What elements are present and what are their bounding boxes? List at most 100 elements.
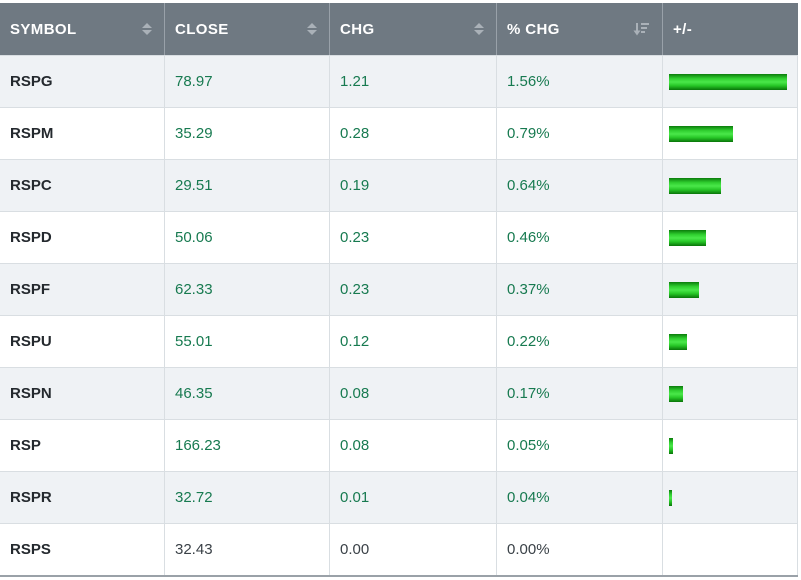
bar-cell: [663, 524, 798, 575]
chg-cell-value: 0.19: [340, 177, 370, 194]
close-cell: 46.35: [165, 368, 330, 419]
chg-cell: 0.28: [330, 108, 497, 159]
pct-chg-cell: 0.05%: [497, 420, 663, 471]
column-header-pct-chg[interactable]: % CHG: [497, 3, 663, 55]
table-row: RSPS 32.43 0.00 0.00%: [0, 523, 798, 575]
chg-cell: 0.08: [330, 420, 497, 471]
chg-cell-value: 0.28: [340, 125, 370, 142]
close-cell-value: 32.43: [175, 541, 213, 558]
change-bar: [669, 281, 699, 298]
table-body: RSPG 78.97 1.21 1.56% RSPM 35.29 0.28 0.79% RSPC…: [0, 55, 798, 575]
table-row: RSPG 78.97 1.21 1.56%: [0, 55, 798, 107]
bar-cell: [663, 56, 798, 107]
bar-cell: [663, 264, 798, 315]
table-row: RSPM 35.29 0.28 0.79%: [0, 107, 798, 159]
chg-cell-value: 0.23: [340, 281, 370, 298]
pct-chg-cell-value: 0.17%: [507, 385, 550, 402]
table-row: RSPU 55.01 0.12 0.22%: [0, 315, 798, 367]
chg-cell: 1.21: [330, 56, 497, 107]
bar-cell: [663, 160, 798, 211]
column-header-label: +/-: [673, 20, 693, 38]
symbol-cell-value: RSP: [10, 437, 41, 454]
column-header-label: CHG: [340, 20, 375, 38]
chg-cell: 0.23: [330, 212, 497, 263]
bar-cell: [663, 420, 798, 471]
close-cell: 62.33: [165, 264, 330, 315]
close-cell: 29.51: [165, 160, 330, 211]
close-cell-value: 29.51: [175, 177, 213, 194]
change-bar: [669, 437, 673, 454]
symbol-cell: RSPF: [0, 264, 165, 315]
table-header-row: SYMBOL CLOSE CHG % CHG +/-: [0, 3, 798, 55]
symbol-cell-value: RSPD: [10, 229, 52, 246]
table-row: RSPF 62.33 0.23 0.37%: [0, 263, 798, 315]
symbol-cell-value: RSPF: [10, 281, 51, 298]
bar-cell: [663, 108, 798, 159]
symbol-cell: RSPS: [0, 524, 165, 575]
symbol-cell-value: RSPM: [10, 125, 54, 142]
column-header-chg[interactable]: CHG: [330, 3, 497, 55]
pct-chg-cell: 0.00%: [497, 524, 663, 575]
close-cell: 78.97: [165, 56, 330, 107]
chg-cell-value: 1.21: [340, 73, 370, 90]
change-bar: [669, 333, 687, 350]
close-cell-value: 35.29: [175, 125, 213, 142]
symbol-cell: RSPD: [0, 212, 165, 263]
symbol-cell-value: RSPG: [10, 73, 53, 90]
change-bar: [669, 125, 733, 142]
close-cell: 50.06: [165, 212, 330, 263]
bar-cell: [663, 368, 798, 419]
pct-chg-cell: 1.56%: [497, 56, 663, 107]
pct-chg-cell-value: 0.05%: [507, 437, 550, 454]
close-cell-value: 46.35: [175, 385, 213, 402]
table-row: RSPR 32.72 0.01 0.04%: [0, 471, 798, 523]
symbol-cell: RSPU: [0, 316, 165, 367]
change-bar: [669, 229, 706, 246]
close-cell-value: 50.06: [175, 229, 213, 246]
pct-chg-cell-value: 0.37%: [507, 281, 550, 298]
quotes-table: SYMBOL CLOSE CHG % CHG +/- RSPG 78.97 1.21 1.56…: [0, 3, 798, 577]
close-cell-value: 55.01: [175, 333, 213, 350]
table-row: RSPN 46.35 0.08 0.17%: [0, 367, 798, 419]
close-cell: 55.01: [165, 316, 330, 367]
chg-cell: 0.00: [330, 524, 497, 575]
pct-chg-cell-value: 0.04%: [507, 489, 550, 506]
change-bar: [669, 489, 672, 506]
column-header-close[interactable]: CLOSE: [165, 3, 330, 55]
chg-cell: 0.12: [330, 316, 497, 367]
table-row: RSPD 50.06 0.23 0.46%: [0, 211, 798, 263]
close-cell-value: 32.72: [175, 489, 213, 506]
close-cell: 32.72: [165, 472, 330, 523]
pct-chg-cell-value: 0.22%: [507, 333, 550, 350]
symbol-cell: RSP: [0, 420, 165, 471]
bar-cell: [663, 472, 798, 523]
close-cell-value: 62.33: [175, 281, 213, 298]
pct-chg-cell: 0.79%: [497, 108, 663, 159]
change-bar: [669, 385, 683, 402]
close-cell: 166.23: [165, 420, 330, 471]
chg-cell-value: 0.23: [340, 229, 370, 246]
chg-cell: 0.19: [330, 160, 497, 211]
pct-chg-cell-value: 0.00%: [507, 541, 550, 558]
bar-cell: [663, 316, 798, 367]
table-row: RSPC 29.51 0.19 0.64%: [0, 159, 798, 211]
pct-chg-cell-value: 1.56%: [507, 73, 550, 90]
pct-chg-cell-value: 0.79%: [507, 125, 550, 142]
chg-cell-value: 0.12: [340, 333, 370, 350]
chg-cell: 0.01: [330, 472, 497, 523]
column-header-label: % CHG: [507, 20, 560, 38]
close-cell: 35.29: [165, 108, 330, 159]
sort-toggle-icon: [474, 23, 484, 35]
column-header-symbol[interactable]: SYMBOL: [0, 3, 165, 55]
chg-cell-value: 0.01: [340, 489, 370, 506]
pct-chg-cell: 0.46%: [497, 212, 663, 263]
symbol-cell: RSPN: [0, 368, 165, 419]
symbol-cell-value: RSPU: [10, 333, 52, 350]
close-cell: 32.43: [165, 524, 330, 575]
column-header-bar[interactable]: +/-: [663, 3, 798, 55]
close-cell-value: 78.97: [175, 73, 213, 90]
chg-cell-value: 0.08: [340, 437, 370, 454]
change-bar: [669, 73, 787, 90]
symbol-cell: RSPC: [0, 160, 165, 211]
pct-chg-cell: 0.17%: [497, 368, 663, 419]
